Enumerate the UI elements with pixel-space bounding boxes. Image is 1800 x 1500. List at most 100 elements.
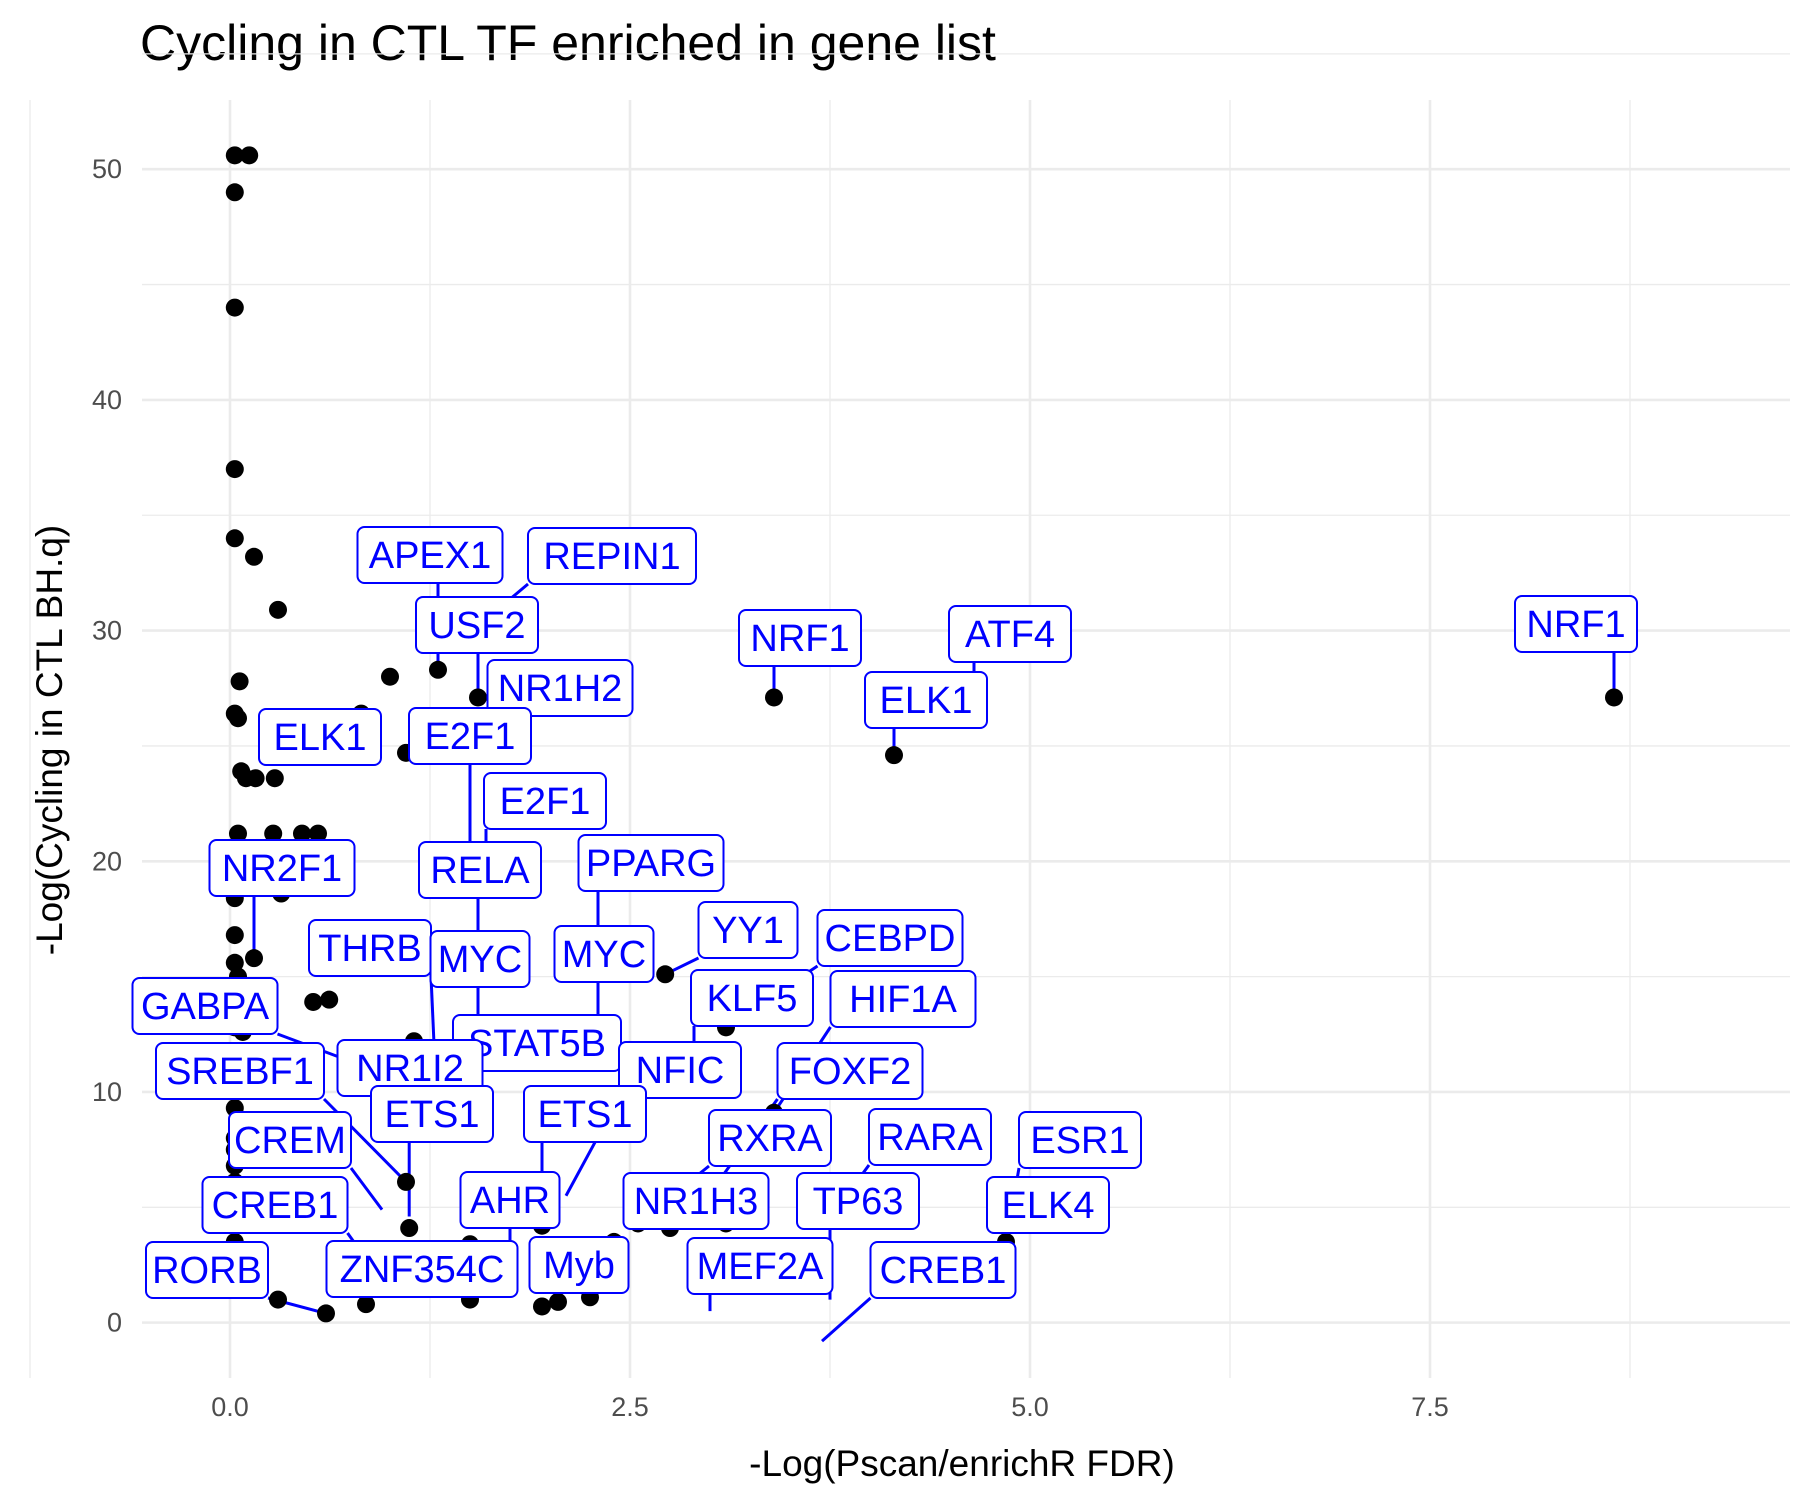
label-box (553, 925, 655, 983)
label-text: YY1 (712, 910, 784, 952)
x-tick-label: 7.5 (1411, 1392, 1449, 1422)
label-text: REPIN1 (543, 536, 680, 578)
label-box (686, 1237, 834, 1295)
data-point (225, 953, 244, 972)
data-point (225, 146, 244, 165)
data-point (469, 688, 487, 707)
data-point (765, 688, 783, 707)
label-text: ELK1 (274, 717, 367, 759)
point-label: KLF5 (690, 969, 814, 1027)
label-text: NFIC (636, 1050, 725, 1092)
data-point (549, 1292, 567, 1311)
label-box (618, 1041, 742, 1099)
y-tick-label: 10 (92, 1077, 122, 1107)
label-box (948, 605, 1072, 663)
label-box (697, 901, 799, 959)
data-point (229, 709, 247, 728)
label-box (622, 1172, 770, 1230)
label-text: ELK4 (1002, 1185, 1095, 1227)
label-box (708, 1109, 832, 1167)
data-point (429, 660, 447, 679)
point-label: ETS1 (370, 1085, 494, 1143)
label-box (738, 609, 862, 667)
data-point (533, 1297, 551, 1316)
data-point (225, 183, 244, 202)
point-label: NRF1 (738, 609, 862, 667)
data-point (245, 547, 263, 566)
point-label: TP63 (796, 1172, 920, 1230)
y-tick-label: 30 (92, 616, 122, 646)
label-box (408, 707, 532, 765)
data-point (357, 1295, 375, 1314)
label-text: ATF4 (965, 614, 1055, 656)
x-tick-label: 2.5 (611, 1392, 649, 1422)
label-text: APEX1 (369, 535, 492, 577)
data-point (240, 146, 259, 165)
data-point (269, 600, 287, 619)
x-axis-title: -Log(Pscan/enrichR FDR) (749, 1443, 1175, 1484)
label-box (527, 527, 697, 585)
label-text: RARA (877, 1117, 983, 1159)
label-text: CREB1 (880, 1250, 1007, 1292)
label-box (690, 969, 814, 1027)
point-label: ATF4 (948, 605, 1072, 663)
label-text: SREBF1 (166, 1051, 314, 1093)
data-point (230, 672, 249, 691)
label-text: NRF1 (750, 618, 849, 660)
point-label: AHR (459, 1171, 561, 1229)
label-text: RXRA (717, 1118, 823, 1160)
label-text: TP63 (813, 1181, 904, 1223)
point-label: NR1I2 (336, 1039, 484, 1097)
point-label: E2F1 (408, 707, 532, 765)
label-box (577, 834, 725, 892)
label-text: ETS1 (537, 1094, 632, 1136)
point-label: NR1H2 (486, 659, 634, 717)
point-label: MYC (553, 925, 655, 983)
point-label: CREB1 (869, 1241, 1017, 1299)
data-point (229, 824, 247, 843)
label-text: CREM (234, 1120, 346, 1162)
label-text: FOXF2 (789, 1051, 911, 1093)
label-box (776, 1042, 924, 1100)
point-label: ESR1 (1018, 1111, 1142, 1169)
point-label: APEX1 (356, 526, 504, 584)
y-tick-label: 50 (92, 154, 122, 184)
label-box (155, 1042, 325, 1100)
label-box (145, 1241, 269, 1299)
point-label: CREB1 (201, 1176, 349, 1234)
point-label: NR1H3 (622, 1172, 770, 1230)
label-box (459, 1171, 561, 1229)
label-box (523, 1085, 647, 1143)
label-text: NR1H2 (498, 668, 623, 710)
label-text: MYC (438, 939, 522, 981)
data-point (264, 824, 283, 843)
point-label: THRB (308, 919, 432, 977)
point-label: E2F1 (483, 772, 607, 830)
label-text: HIF1A (849, 979, 957, 1021)
point-label: HIF1A (829, 970, 977, 1028)
data-point (225, 529, 244, 548)
label-box (228, 1111, 352, 1169)
label-box (986, 1176, 1110, 1234)
label-box (829, 970, 977, 1028)
data-point (309, 824, 327, 843)
data-point (225, 926, 244, 945)
point-label: CEBPD (816, 909, 964, 967)
point-label: RXRA (708, 1109, 832, 1167)
point-label: PPARG (577, 834, 725, 892)
label-text: NR2F1 (222, 848, 342, 890)
data-point (246, 769, 265, 788)
point-label: ELK1 (258, 708, 382, 766)
data-point (245, 949, 263, 968)
label-text: NR1H3 (634, 1181, 759, 1223)
point-label: MYC (429, 930, 531, 988)
label-text: CEBPD (825, 918, 956, 960)
point-labels: APEX1 REPIN1 USF2 NR1H2 NRF1 ATF4 NRF1 ELK1 ELK1… (131, 526, 1638, 1299)
label-text: KLF5 (707, 978, 798, 1020)
label-box (816, 909, 964, 967)
label-text: PPARG (586, 843, 716, 885)
point-label: ELK1 (864, 671, 988, 729)
y-tick-label: 40 (92, 385, 122, 415)
data-point (1605, 688, 1623, 707)
